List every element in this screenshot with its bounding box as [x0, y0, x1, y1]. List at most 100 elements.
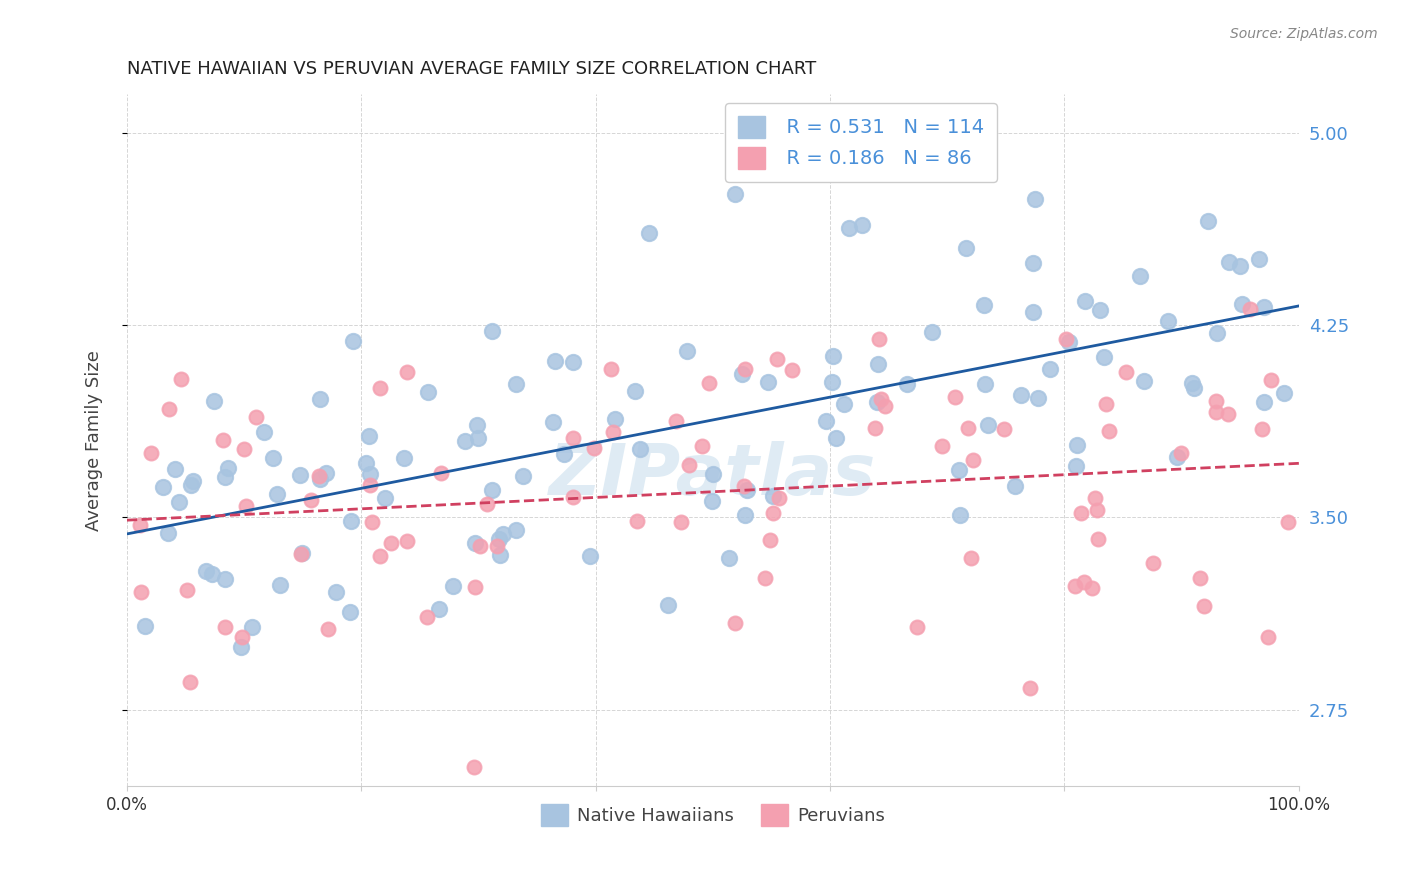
Point: [1182, 381, 1205, 395]
Point: [396, 533, 419, 548]
Point: [262, 450, 284, 465]
Point: [782, 363, 804, 377]
Point: [1157, 314, 1180, 328]
Point: [202, 394, 225, 409]
Point: [678, 458, 700, 472]
Point: [339, 605, 361, 619]
Point: [1253, 300, 1275, 314]
Point: [724, 615, 747, 630]
Point: [1084, 491, 1107, 506]
Point: [129, 585, 152, 599]
Point: [1010, 388, 1032, 402]
Point: [734, 508, 756, 522]
Point: [762, 506, 785, 520]
Point: [368, 549, 391, 564]
Point: [201, 567, 224, 582]
Point: [768, 491, 790, 506]
Point: [873, 399, 896, 413]
Point: [561, 490, 583, 504]
Point: [814, 414, 837, 428]
Point: [1166, 450, 1188, 465]
Point: [1247, 252, 1270, 267]
Point: [1085, 503, 1108, 517]
Point: [734, 361, 756, 376]
Point: [180, 478, 202, 492]
Point: [823, 349, 845, 363]
Point: [269, 578, 291, 592]
Point: [354, 456, 377, 470]
Point: [561, 431, 583, 445]
Point: [361, 515, 384, 529]
Point: [167, 495, 190, 509]
Point: [443, 579, 465, 593]
Point: [578, 549, 600, 563]
Point: [176, 583, 198, 598]
Point: [724, 186, 747, 201]
Point: [553, 447, 575, 461]
Point: [308, 469, 330, 483]
Point: [481, 483, 503, 498]
Point: [868, 357, 890, 371]
Point: [821, 375, 844, 389]
Point: [1132, 374, 1154, 388]
Point: [266, 486, 288, 500]
Point: [134, 618, 156, 632]
Point: [240, 620, 263, 634]
Text: Source: ZipAtlas.com: Source: ZipAtlas.com: [1230, 27, 1378, 41]
Point: [416, 610, 439, 624]
Point: [758, 533, 780, 548]
Legend: Native Hawaiians, Peruvians: Native Hawaiians, Peruvians: [534, 797, 893, 833]
Point: [870, 392, 893, 406]
Point: [427, 602, 450, 616]
Point: [488, 532, 510, 546]
Point: [665, 414, 688, 428]
Point: [159, 402, 181, 417]
Point: [129, 518, 152, 533]
Point: [1216, 407, 1239, 421]
Point: [1260, 373, 1282, 387]
Point: [851, 218, 873, 232]
Point: [825, 431, 848, 445]
Point: [837, 220, 859, 235]
Point: [395, 365, 418, 379]
Point: [170, 372, 193, 386]
Point: [866, 394, 889, 409]
Point: [1066, 438, 1088, 452]
Point: [1253, 395, 1275, 409]
Point: [599, 362, 621, 376]
Point: [1074, 293, 1097, 308]
Point: [1088, 303, 1111, 318]
Point: [1022, 256, 1045, 270]
Point: [492, 527, 515, 541]
Point: [157, 526, 180, 541]
Point: [308, 392, 330, 407]
Point: [1181, 376, 1204, 391]
Point: [1059, 334, 1081, 349]
Point: [308, 472, 330, 486]
Point: [489, 548, 512, 562]
Point: [1115, 365, 1137, 379]
Point: [368, 381, 391, 395]
Point: [1087, 533, 1109, 547]
Point: [359, 478, 381, 492]
Point: [315, 466, 337, 480]
Point: [623, 384, 645, 399]
Point: [195, 564, 218, 578]
Point: [245, 410, 267, 425]
Point: [342, 334, 364, 348]
Point: [481, 324, 503, 338]
Point: [505, 376, 527, 391]
Point: [905, 620, 928, 634]
Y-axis label: Average Family Size: Average Family Size: [86, 350, 103, 531]
Point: [1073, 574, 1095, 589]
Point: [464, 535, 486, 549]
Point: [463, 760, 485, 774]
Point: [214, 572, 236, 586]
Point: [152, 480, 174, 494]
Point: [231, 631, 253, 645]
Point: [700, 493, 723, 508]
Point: [977, 417, 1000, 432]
Point: [1229, 259, 1251, 273]
Point: [1197, 213, 1219, 227]
Point: [1094, 350, 1116, 364]
